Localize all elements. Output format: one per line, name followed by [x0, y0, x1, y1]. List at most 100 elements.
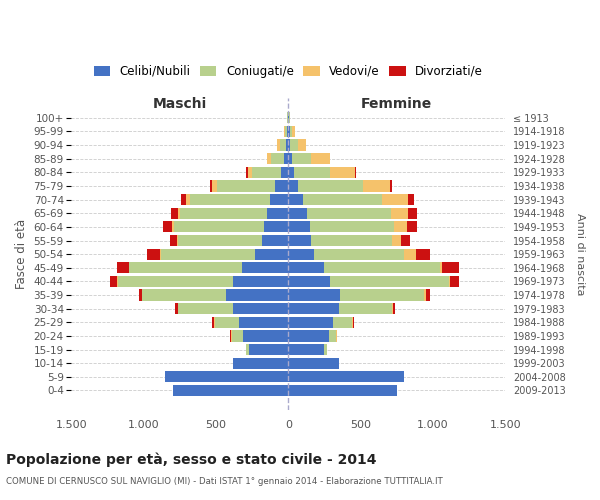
- Bar: [214, 316, 215, 328]
- Bar: [175, 303, 178, 314]
- Bar: [185, 194, 190, 205]
- Bar: [289, 208, 307, 219]
- Bar: [284, 153, 289, 164]
- Bar: [271, 153, 284, 164]
- Bar: [160, 248, 161, 260]
- Bar: [449, 276, 450, 287]
- Bar: [340, 290, 424, 300]
- Bar: [117, 262, 128, 274]
- Bar: [289, 126, 290, 137]
- Bar: [330, 276, 449, 287]
- Bar: [289, 290, 340, 300]
- Bar: [392, 235, 401, 246]
- Bar: [166, 372, 289, 382]
- Bar: [392, 303, 393, 314]
- Bar: [401, 235, 410, 246]
- Bar: [289, 180, 298, 192]
- Bar: [325, 344, 326, 355]
- Text: Popolazione per età, sesso e stato civile - 2014: Popolazione per età, sesso e stato civil…: [6, 452, 377, 467]
- Bar: [180, 208, 266, 219]
- Bar: [171, 208, 178, 219]
- Text: Femmine: Femmine: [361, 97, 433, 111]
- Bar: [277, 140, 280, 150]
- Bar: [294, 166, 330, 178]
- Bar: [281, 166, 289, 178]
- Bar: [190, 194, 269, 205]
- Bar: [173, 385, 289, 396]
- Bar: [311, 235, 392, 246]
- Bar: [292, 126, 295, 137]
- Bar: [181, 194, 185, 205]
- Bar: [269, 194, 289, 205]
- Bar: [215, 316, 239, 328]
- Bar: [289, 194, 303, 205]
- Bar: [303, 194, 382, 205]
- Bar: [252, 166, 281, 178]
- Bar: [289, 276, 330, 287]
- Bar: [382, 194, 409, 205]
- Bar: [244, 330, 289, 342]
- Bar: [148, 248, 160, 260]
- Bar: [231, 330, 232, 342]
- Bar: [118, 276, 233, 287]
- Bar: [142, 290, 226, 300]
- Bar: [289, 153, 292, 164]
- Bar: [275, 180, 289, 192]
- Bar: [311, 153, 329, 164]
- Bar: [255, 248, 289, 260]
- Bar: [333, 316, 352, 328]
- Bar: [416, 248, 430, 260]
- Bar: [286, 140, 289, 150]
- Bar: [262, 235, 289, 246]
- Bar: [287, 112, 289, 124]
- Bar: [314, 248, 404, 260]
- Bar: [232, 330, 244, 342]
- Bar: [292, 153, 311, 164]
- Bar: [247, 344, 249, 355]
- Bar: [298, 140, 307, 150]
- Bar: [233, 358, 289, 369]
- Bar: [355, 166, 356, 178]
- Bar: [178, 235, 262, 246]
- Bar: [289, 248, 314, 260]
- Bar: [409, 194, 414, 205]
- Bar: [289, 372, 404, 382]
- Bar: [287, 126, 289, 137]
- Text: Maschi: Maschi: [153, 97, 207, 111]
- Bar: [290, 126, 292, 137]
- Bar: [289, 222, 310, 232]
- Bar: [409, 208, 417, 219]
- Bar: [247, 166, 248, 178]
- Bar: [266, 208, 289, 219]
- Bar: [178, 208, 180, 219]
- Bar: [129, 262, 242, 274]
- Bar: [330, 166, 355, 178]
- Bar: [266, 153, 271, 164]
- Bar: [425, 290, 430, 300]
- Bar: [404, 248, 416, 260]
- Bar: [178, 303, 233, 314]
- Bar: [249, 344, 289, 355]
- Bar: [336, 330, 337, 342]
- Bar: [329, 330, 336, 342]
- Bar: [174, 222, 264, 232]
- Bar: [284, 126, 287, 137]
- Bar: [289, 262, 325, 274]
- Bar: [307, 208, 391, 219]
- Bar: [177, 235, 178, 246]
- Bar: [298, 180, 364, 192]
- Bar: [289, 235, 311, 246]
- Bar: [440, 262, 442, 274]
- Bar: [289, 344, 325, 355]
- Bar: [161, 248, 255, 260]
- Bar: [242, 262, 289, 274]
- Bar: [128, 262, 129, 274]
- Bar: [407, 222, 417, 232]
- Bar: [289, 303, 339, 314]
- Bar: [450, 276, 459, 287]
- Bar: [289, 385, 397, 396]
- Bar: [393, 303, 395, 314]
- Bar: [353, 316, 354, 328]
- Bar: [230, 330, 231, 342]
- Bar: [339, 303, 392, 314]
